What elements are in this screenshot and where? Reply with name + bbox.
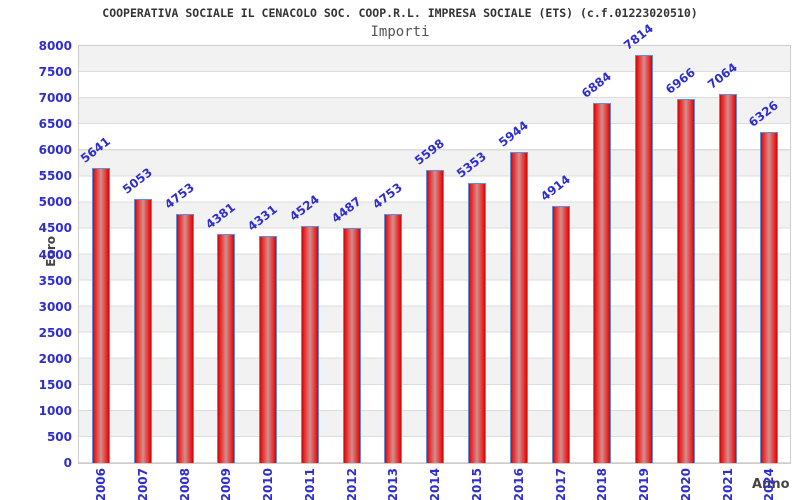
bar-2015 bbox=[468, 182, 487, 463]
bar-2009 bbox=[217, 233, 236, 463]
x-tick-label-2011: 2011 bbox=[302, 468, 317, 500]
bar-value-label: 5053 bbox=[119, 164, 155, 197]
y-tick-label: 3500 bbox=[38, 273, 72, 288]
bar-value-label: 4524 bbox=[286, 192, 322, 224]
bar-2006 bbox=[92, 167, 110, 463]
y-tick-label: 5000 bbox=[38, 195, 72, 210]
bar-2011 bbox=[300, 226, 319, 463]
bar-2019 bbox=[635, 54, 654, 463]
chart-title: COOPERATIVA SOCIALE IL CENACOLO SOC. COO… bbox=[102, 6, 698, 20]
bar-2010 bbox=[259, 236, 278, 463]
y-tick-label: 3000 bbox=[38, 299, 72, 314]
bar-value-label: 4487 bbox=[328, 194, 364, 226]
bar-value-label: 6326 bbox=[746, 98, 782, 131]
x-axis-label: Anno bbox=[752, 477, 790, 492]
x-tick-label-2016: 2016 bbox=[511, 468, 526, 500]
bar-2008 bbox=[175, 214, 194, 463]
x-tick-label-2013: 2013 bbox=[386, 468, 401, 500]
x-tick-label-2024: 2024 bbox=[762, 468, 777, 500]
y-tick-label: 7000 bbox=[38, 91, 72, 106]
y-tick-label: 1000 bbox=[38, 403, 72, 418]
bar-value-label: 5641 bbox=[77, 134, 113, 166]
bar-value-label: 6884 bbox=[579, 69, 615, 101]
bar-2007 bbox=[133, 198, 152, 463]
x-tick-label-2014: 2014 bbox=[428, 468, 443, 500]
x-tick-label-2017: 2017 bbox=[553, 468, 568, 500]
plot-area: 5641 5053 4753 4381 4331 4524 4487 4753 5598 5353… bbox=[77, 21, 791, 464]
y-tick-label: 500 bbox=[46, 429, 72, 444]
x-tick-label-2010: 2010 bbox=[261, 468, 276, 500]
bar-2020 bbox=[676, 98, 695, 463]
bar-value-label: 6966 bbox=[662, 65, 698, 97]
bar-value-label: 4753 bbox=[370, 180, 406, 213]
bar-2021 bbox=[718, 93, 737, 463]
bar-value-label: 4381 bbox=[203, 199, 239, 232]
y-tick-label: 8000 bbox=[38, 39, 72, 53]
y-tick-label: 6000 bbox=[38, 143, 72, 158]
y-tick-label: 6500 bbox=[38, 117, 72, 132]
x-tick-label-2019: 2019 bbox=[637, 468, 652, 500]
x-tick-label-2015: 2015 bbox=[470, 468, 485, 500]
y-tick-label: 4500 bbox=[38, 221, 72, 236]
bar-2017 bbox=[551, 205, 570, 463]
bar-value-label: 4753 bbox=[161, 180, 197, 213]
x-tick-label-2007: 2007 bbox=[135, 468, 150, 500]
y-tick-label: 2500 bbox=[38, 325, 72, 340]
bar-2013 bbox=[384, 214, 403, 463]
y-tick-label: 5500 bbox=[38, 169, 72, 184]
bar-value-label: 5944 bbox=[495, 118, 531, 150]
x-tick-label-2018: 2018 bbox=[595, 468, 610, 500]
bar-2018 bbox=[593, 103, 612, 463]
x-tick-label-2012: 2012 bbox=[344, 468, 359, 500]
bar-value-label: 4331 bbox=[245, 202, 281, 235]
bar-value-label: 4914 bbox=[537, 172, 573, 204]
bar-2012 bbox=[342, 228, 361, 463]
bar-value-label: 5353 bbox=[454, 149, 489, 181]
y-tick-label: 4000 bbox=[38, 247, 72, 262]
x-tick-label-2009: 2009 bbox=[219, 468, 234, 500]
y-tick-label: 2000 bbox=[38, 351, 72, 366]
y-tick-label: 1500 bbox=[38, 377, 72, 392]
chart-subtitle: Importi bbox=[370, 24, 430, 40]
y-tick-label: 7500 bbox=[38, 65, 72, 80]
x-tick-label-2006: 2006 bbox=[94, 468, 108, 500]
y-tick-label: 0 bbox=[63, 456, 72, 470]
bar-2014 bbox=[426, 170, 445, 463]
bar-value-label: 5598 bbox=[412, 136, 448, 169]
x-tick-label-2020: 2020 bbox=[678, 468, 693, 500]
x-tick-label-2021: 2021 bbox=[720, 468, 735, 500]
bar-2016 bbox=[509, 152, 528, 463]
bar-value-label: 7064 bbox=[704, 59, 740, 92]
bar-2024 bbox=[760, 132, 779, 463]
x-tick-label-2008: 2008 bbox=[177, 468, 192, 500]
